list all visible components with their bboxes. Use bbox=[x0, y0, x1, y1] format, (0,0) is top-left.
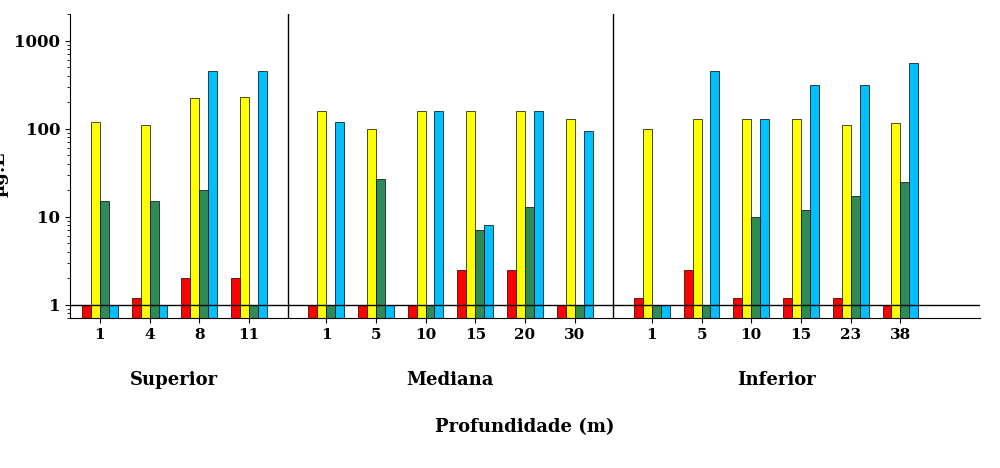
Bar bbox=[783, 298, 792, 468]
Bar bbox=[516, 110, 525, 468]
Bar bbox=[376, 179, 385, 468]
Bar bbox=[534, 110, 543, 468]
Bar bbox=[434, 110, 443, 468]
Text: Inferior: Inferior bbox=[737, 371, 815, 389]
Bar bbox=[457, 270, 466, 468]
Bar bbox=[132, 298, 141, 468]
Bar bbox=[710, 71, 719, 468]
Bar bbox=[733, 298, 742, 468]
Bar bbox=[181, 278, 190, 468]
Bar bbox=[634, 298, 643, 468]
Bar bbox=[575, 305, 584, 468]
Bar bbox=[466, 110, 475, 468]
Bar bbox=[900, 182, 909, 468]
Bar bbox=[693, 118, 702, 468]
Bar bbox=[643, 129, 652, 468]
Bar bbox=[525, 206, 534, 468]
Bar bbox=[891, 123, 900, 468]
Bar bbox=[385, 305, 394, 468]
Bar bbox=[507, 270, 516, 468]
Bar bbox=[150, 201, 159, 468]
Bar bbox=[326, 305, 335, 468]
Bar bbox=[231, 278, 240, 468]
Bar bbox=[335, 122, 344, 468]
Bar bbox=[408, 305, 417, 468]
Bar bbox=[860, 85, 869, 468]
Bar bbox=[358, 305, 367, 468]
Bar bbox=[258, 71, 267, 468]
Bar bbox=[240, 97, 249, 468]
Bar bbox=[484, 225, 493, 468]
Bar bbox=[684, 270, 693, 468]
Bar bbox=[810, 85, 819, 468]
Bar bbox=[833, 298, 842, 468]
Bar bbox=[82, 305, 91, 468]
Bar bbox=[566, 118, 575, 468]
Text: Superior: Superior bbox=[130, 371, 218, 389]
Text: Mediana: Mediana bbox=[407, 371, 494, 389]
Bar bbox=[100, 201, 109, 468]
Bar bbox=[91, 122, 100, 468]
Bar bbox=[159, 305, 167, 468]
Bar bbox=[702, 305, 710, 468]
Bar bbox=[308, 305, 317, 468]
Bar bbox=[557, 305, 566, 468]
Bar bbox=[190, 98, 199, 468]
X-axis label: Profundidade (m): Profundidade (m) bbox=[435, 418, 615, 436]
Bar bbox=[208, 71, 217, 468]
Bar bbox=[883, 305, 891, 468]
Bar bbox=[426, 305, 434, 468]
Bar bbox=[801, 210, 810, 468]
Bar bbox=[652, 305, 661, 468]
Bar bbox=[742, 118, 751, 468]
Bar bbox=[317, 110, 326, 468]
Bar bbox=[109, 305, 118, 468]
Bar bbox=[751, 217, 760, 468]
Bar bbox=[842, 125, 851, 468]
Bar bbox=[199, 190, 208, 468]
Bar bbox=[249, 305, 258, 468]
Bar bbox=[141, 125, 150, 468]
Bar bbox=[909, 63, 918, 468]
Bar bbox=[417, 110, 426, 468]
Bar bbox=[475, 230, 484, 468]
Bar bbox=[760, 118, 769, 468]
Bar bbox=[661, 305, 670, 468]
Bar bbox=[851, 196, 860, 468]
Bar bbox=[792, 118, 801, 468]
Y-axis label: µg.L⁻¹: µg.L⁻¹ bbox=[0, 135, 9, 197]
Bar bbox=[367, 129, 376, 468]
Bar bbox=[584, 131, 593, 468]
